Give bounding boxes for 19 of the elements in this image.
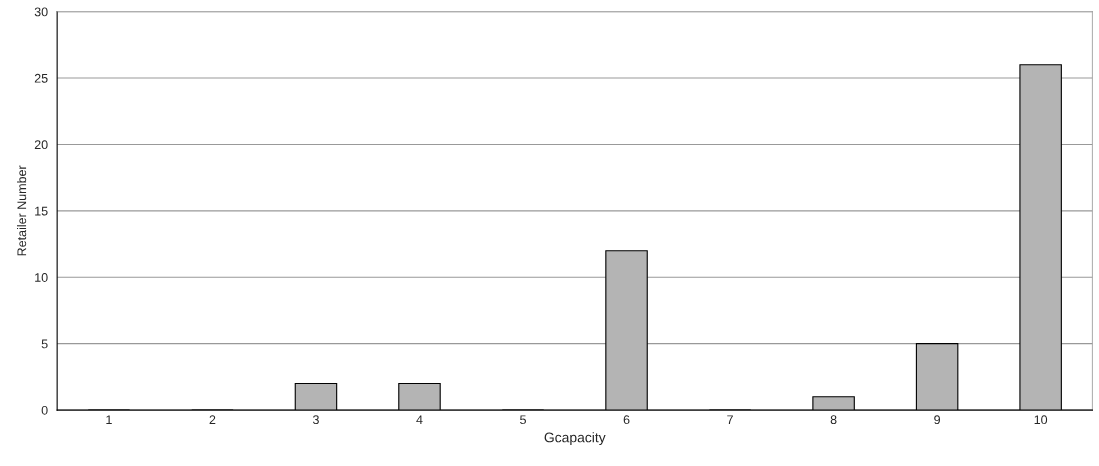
y-axis-title: Retailer Number [17, 165, 27, 256]
x-tick-label: 8 [830, 415, 837, 425]
y-tick-label: 20 [34, 140, 48, 150]
x-tick-label: 4 [416, 415, 423, 424]
x-axis-title: Gcapacity [544, 432, 606, 446]
y-tick-label: 15 [35, 206, 48, 216]
x-tick-label: 7 [727, 415, 733, 424]
x-tick-label: 5 [520, 415, 526, 425]
x-tick-label: 2 [209, 415, 216, 424]
y-tick-label: 0 [41, 405, 48, 415]
x-tick-label: 3 [312, 415, 319, 425]
y-tick-label: 5 [41, 339, 48, 349]
x-tick-label: 6 [623, 415, 630, 425]
x-tick-label: 1 [106, 415, 112, 424]
x-tick-label: 10 [1034, 415, 1048, 425]
y-tick-label: 30 [34, 7, 48, 17]
y-tick-label: 25 [34, 73, 48, 83]
y-tick-label: 10 [35, 273, 48, 282]
x-tick-label: 9 [934, 415, 940, 425]
